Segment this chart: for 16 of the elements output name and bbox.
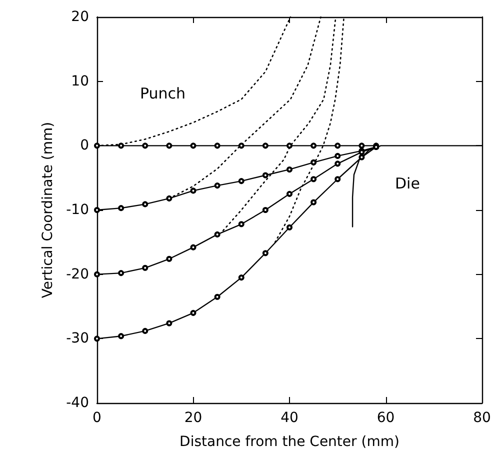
y-tick-label: 20 xyxy=(71,9,89,25)
x-tick-label: 40 xyxy=(280,410,298,426)
y-tick-label: 0 xyxy=(80,138,89,154)
y-tick-label: -40 xyxy=(66,395,89,411)
annotation: Punch xyxy=(140,84,186,102)
x-tick-label: 20 xyxy=(184,410,202,426)
y-tick-label: -20 xyxy=(66,266,89,282)
x-tick-label: 60 xyxy=(376,410,395,426)
x-tick-label: 80 xyxy=(473,410,491,426)
annotation: Die xyxy=(395,174,420,192)
y-tick-label: -30 xyxy=(66,330,89,347)
x-tick-label: 0 xyxy=(92,410,102,426)
y-axis-title: Vertical Coordinate (mm) xyxy=(40,122,56,298)
x-axis-title: Distance from the Center (mm) xyxy=(180,434,400,450)
y-tick-label: 10 xyxy=(71,73,89,90)
y-tick-label: -10 xyxy=(66,202,89,218)
